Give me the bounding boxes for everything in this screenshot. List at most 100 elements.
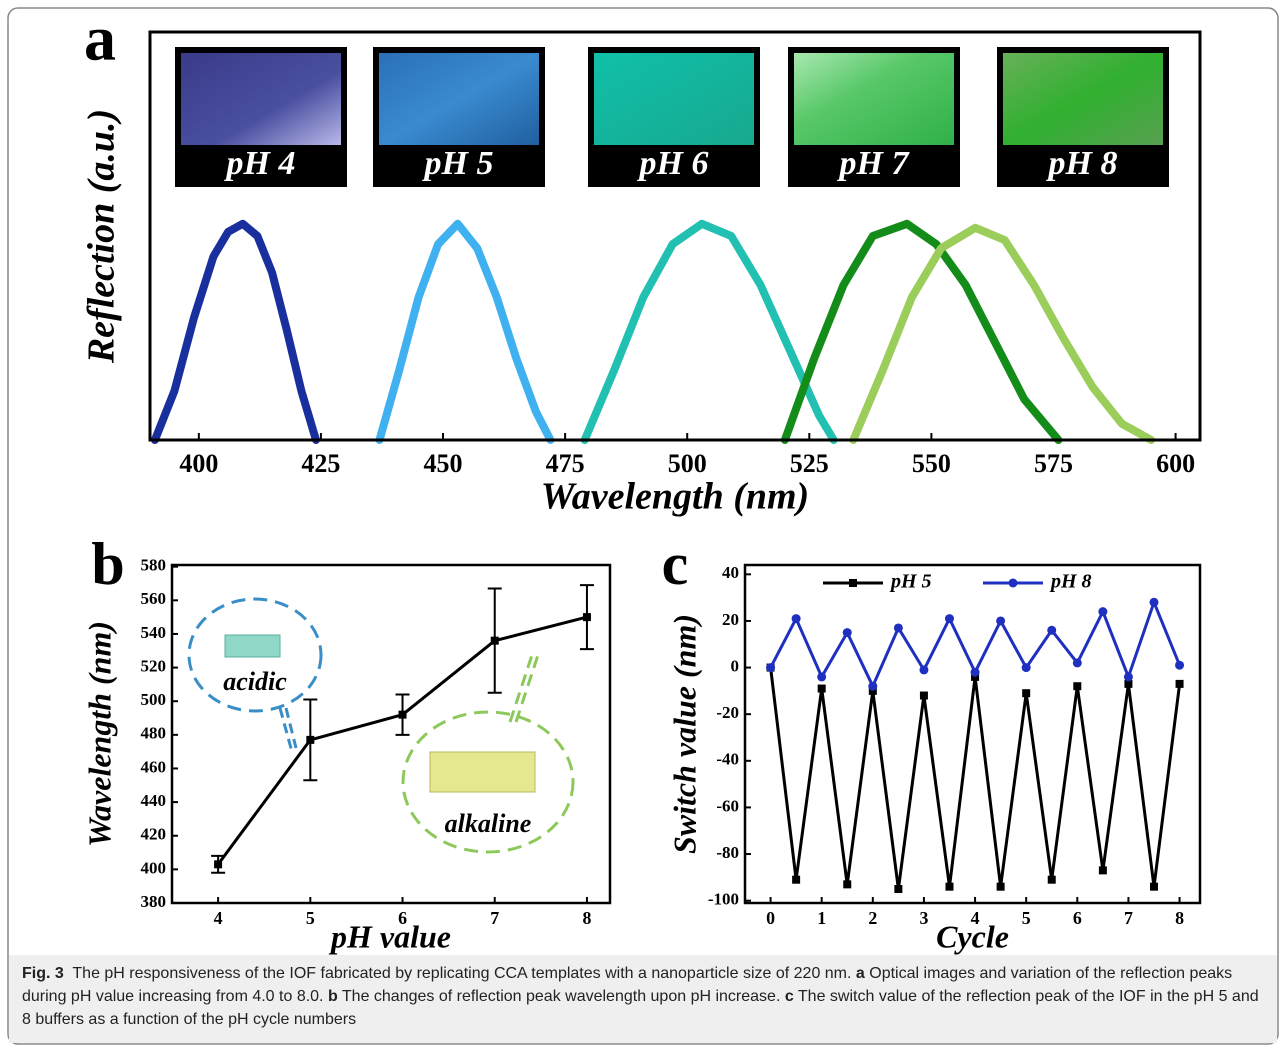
y-tick-label: 500 — [141, 690, 167, 709]
marker — [843, 880, 851, 888]
caption: Fig. 3 The pH responsiveness of the IOF … — [22, 962, 1267, 1031]
plot-frame — [172, 565, 610, 903]
y-tick-label: 40 — [722, 563, 739, 582]
x-tick-label: 450 — [424, 449, 463, 478]
marker — [1175, 661, 1184, 670]
marker — [894, 623, 903, 632]
marker — [843, 628, 852, 637]
y-tick-label: 460 — [141, 757, 167, 776]
image — [1003, 53, 1163, 145]
marker — [818, 685, 826, 693]
image — [379, 53, 539, 145]
x-tick-label: 550 — [912, 449, 951, 478]
x-tick-label: 4 — [214, 908, 223, 928]
marker — [583, 613, 591, 621]
caption-letter: a — [856, 965, 865, 982]
series-line — [380, 224, 551, 440]
marker — [996, 616, 1005, 625]
plot-area — [155, 224, 1151, 440]
image-label: pH 6 — [637, 145, 709, 182]
x-tick-label: 7 — [1124, 908, 1133, 928]
series-line — [853, 228, 1151, 440]
image — [594, 53, 754, 145]
x-tick-label: 6 — [1073, 908, 1082, 928]
legend-marker — [1009, 579, 1018, 588]
y-tick-label: 420 — [141, 825, 167, 844]
x-axis-label: pH value — [328, 918, 451, 954]
y-tick-label: 480 — [141, 724, 167, 743]
caption-text: The pH responsiveness of the IOF fabrica… — [72, 965, 851, 982]
y-tick-label: 400 — [141, 858, 167, 877]
caption-part: The changes of reflection peak wavelengt… — [342, 988, 781, 1005]
y-tick-label: -80 — [716, 843, 739, 862]
y-tick-label: 20 — [722, 610, 739, 629]
marker — [214, 860, 222, 868]
x-tick-label: 575 — [1034, 449, 1073, 478]
series-line — [155, 224, 316, 440]
y-axis-label: Reflection (a.u.) — [81, 109, 123, 364]
plot-frame — [745, 565, 1200, 903]
marker — [997, 883, 1005, 891]
marker — [1022, 663, 1031, 672]
marker — [1022, 689, 1030, 697]
x-axis-label: Cycle — [936, 918, 1009, 954]
acidic-block — [225, 635, 280, 657]
marker — [894, 885, 902, 893]
caption-letter: c — [785, 988, 794, 1005]
x-tick-label: 3 — [919, 908, 928, 928]
y-tick-label: -100 — [708, 890, 739, 909]
marker — [971, 668, 980, 677]
y-tick-label: 380 — [141, 892, 167, 911]
x-tick-label: 500 — [668, 449, 707, 478]
marker — [766, 663, 775, 672]
marker — [945, 614, 954, 623]
marker — [1099, 866, 1107, 874]
marker — [1149, 598, 1158, 607]
y-tick-label: 580 — [141, 556, 167, 575]
plot-area — [211, 585, 594, 873]
marker — [945, 883, 953, 891]
panel-label: b — [91, 531, 124, 597]
legend-label: pH 8 — [1049, 571, 1092, 593]
page: {"chart_data": [ {"type": "line", "panel… — [0, 0, 1285, 1052]
series-line — [771, 668, 1180, 889]
x-tick-label: 525 — [790, 449, 829, 478]
marker — [1176, 680, 1184, 688]
alkaline-pointer — [510, 655, 538, 722]
image-label: pH 8 — [1046, 145, 1118, 182]
caption-letter: b — [328, 988, 338, 1005]
x-tick-label: 5 — [306, 908, 315, 928]
y-axis-label: Switch value (nm) — [666, 614, 702, 854]
alkaline-block — [430, 752, 535, 792]
x-tick-label: 8 — [1175, 908, 1184, 928]
y-axis-label: Wavelength (nm) — [81, 621, 117, 847]
image-label: pH 7 — [837, 145, 911, 182]
x-axis-label: Wavelength (nm) — [541, 476, 809, 518]
marker — [1073, 682, 1081, 690]
plot-area — [766, 598, 1184, 893]
x-tick-label: 7 — [490, 908, 499, 928]
y-tick-label: 540 — [141, 623, 167, 642]
marker — [399, 711, 407, 719]
legend-label: pH 5 — [889, 571, 932, 593]
marker — [919, 665, 928, 674]
y-tick-label: 560 — [141, 589, 167, 608]
marker — [1073, 658, 1082, 667]
panel-label: c — [662, 531, 689, 597]
x-tick-label: 0 — [766, 908, 775, 928]
x-tick-label: 425 — [301, 449, 340, 478]
marker — [817, 672, 826, 681]
marker — [1047, 626, 1056, 635]
marker — [1150, 883, 1158, 891]
marker — [491, 637, 499, 645]
panel-label: a — [84, 3, 116, 74]
marker — [792, 876, 800, 884]
x-tick-label: 5 — [1022, 908, 1031, 928]
y-tick-label: -20 — [716, 703, 739, 722]
image — [181, 53, 341, 145]
marker — [1098, 607, 1107, 616]
acidic-pointer — [280, 708, 296, 752]
image — [794, 53, 954, 145]
x-tick-label: 2 — [868, 908, 877, 928]
marker — [306, 736, 314, 744]
